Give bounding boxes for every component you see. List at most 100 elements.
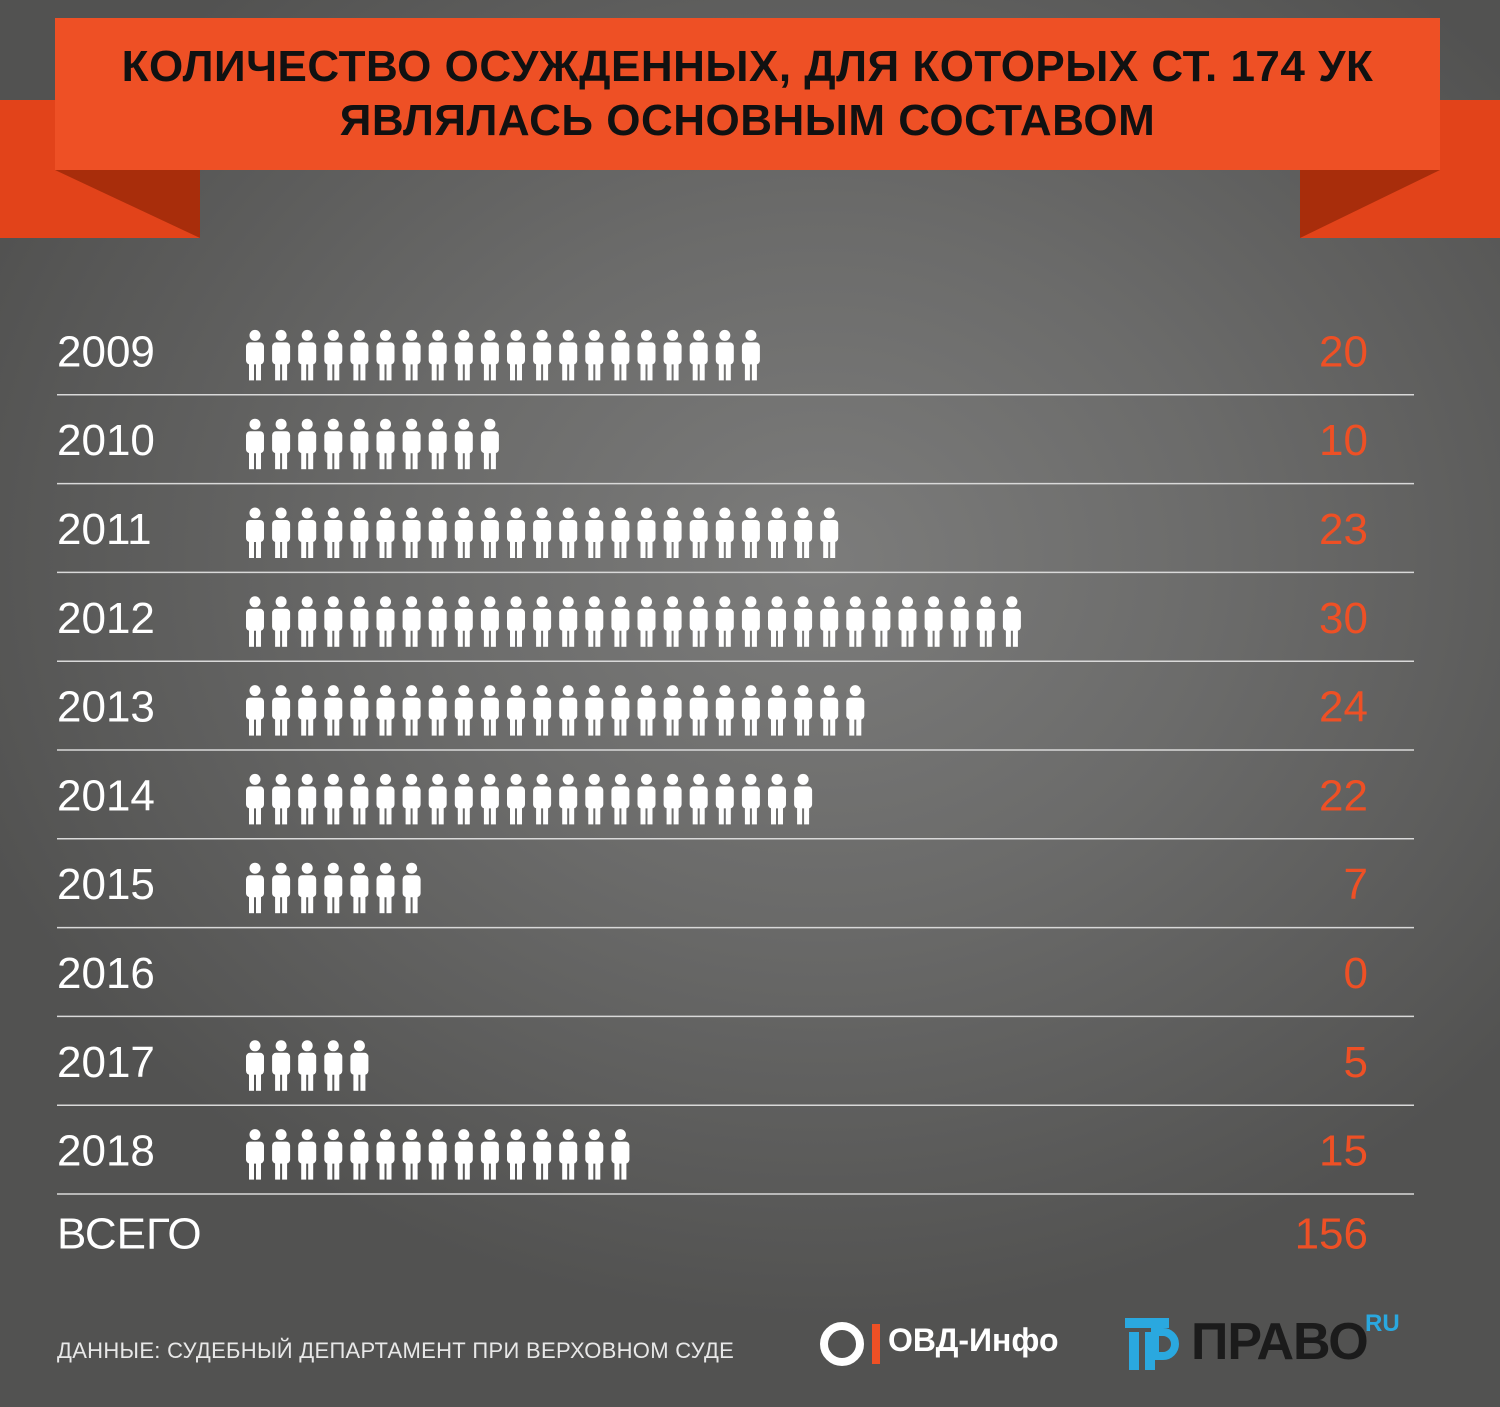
person-icon [246, 685, 264, 736]
person-icon-leg [457, 360, 463, 381]
person-icon-leg [804, 538, 810, 558]
person-icon-head [327, 1040, 339, 1052]
person-icon-leg [771, 715, 776, 736]
person-icon [324, 862, 343, 914]
person-icon-head [719, 507, 731, 519]
person-icon-leg [405, 893, 411, 914]
person-icon-leg [386, 804, 392, 825]
person-icon-body [272, 1052, 291, 1075]
person-icon-head [249, 507, 261, 519]
person-icon-body [298, 1141, 317, 1164]
person-icon-head [588, 773, 600, 785]
person-icon-body [507, 786, 525, 809]
person-icon-head [745, 507, 757, 519]
person-icon-leg [543, 804, 549, 825]
person-icon-leg [647, 360, 653, 381]
person-icon-head [458, 1129, 470, 1141]
person-icon-body [480, 786, 499, 809]
person-icon-leg [536, 1159, 542, 1180]
person-icon [585, 685, 604, 736]
person-icon-leg [510, 360, 515, 381]
title-banner: КОЛИЧЕСТВО ОСУЖДЕННЫХ, ДЛЯ КОТОРЫХ СТ. 1… [0, 0, 1500, 240]
person-icon [272, 329, 291, 381]
person-icon-head [588, 1129, 600, 1141]
person-icon-leg [256, 715, 261, 736]
person-icon-leg [614, 804, 620, 825]
person-icon-body [559, 520, 578, 542]
person-icon-leg [275, 804, 281, 825]
person-icon [507, 507, 525, 558]
person-icon-body [846, 608, 865, 631]
person-icon-body [402, 342, 421, 365]
person-icon [402, 329, 421, 381]
person-icon-head [745, 773, 757, 785]
person-icon-leg [353, 538, 359, 558]
person-icon-body [246, 697, 264, 720]
person-icon-leg [595, 715, 601, 736]
person-icon-leg [640, 538, 646, 558]
person-icon-leg [621, 626, 627, 647]
person-icon-leg [797, 804, 803, 825]
person-icon-body [741, 342, 760, 365]
person-icon-body [611, 342, 630, 365]
person-icon-leg [673, 626, 679, 647]
person-icon-leg [334, 626, 340, 647]
person-icon-head [536, 685, 548, 697]
person-icon [533, 773, 552, 825]
person-icon-leg [438, 626, 444, 647]
person-icon-leg [927, 626, 933, 647]
person-icon [611, 685, 630, 736]
person-icon-head [536, 596, 548, 608]
person-icon-head [380, 862, 391, 874]
person-icon-body [350, 875, 369, 898]
person-icon-leg [412, 804, 418, 825]
person-icon-leg [353, 893, 359, 914]
person-icon-leg [595, 360, 601, 381]
person-icon-head [458, 596, 470, 608]
person-icon [820, 685, 839, 736]
person-icon-body [454, 786, 473, 809]
person-icon-body [454, 520, 473, 542]
person-icon-leg [849, 715, 855, 736]
pravo-ru-logo-mark [1125, 1318, 1179, 1370]
person-icon [611, 1129, 630, 1180]
person-icon-leg [647, 804, 653, 825]
person-icon [246, 596, 264, 647]
chart-title-line-1: КОЛИЧЕСТВО ОСУЖДЕННЫХ, ДЛЯ КОТОРЫХ СТ. 1… [121, 42, 1374, 91]
person-icon-leg [673, 804, 679, 825]
person-icon-leg [405, 449, 411, 470]
person-icon-body [533, 520, 552, 542]
row-year-label: 2013 [57, 683, 155, 732]
person-icon-head [458, 685, 470, 697]
person-icon-leg [536, 626, 542, 647]
person-icon-head [380, 685, 391, 697]
person-icon-head [432, 507, 444, 519]
person-icon-body [637, 786, 656, 809]
person-icon-leg [699, 538, 705, 558]
person-icon-head [327, 685, 339, 697]
person-icon-leg [308, 360, 314, 381]
person-icon-leg [275, 1070, 281, 1091]
person-icon-head [301, 596, 313, 608]
table-row: 2011 23 [57, 505, 1414, 574]
table-row: 2009 20 [57, 327, 1414, 396]
person-icon-body [298, 608, 317, 631]
person-icon-body [533, 786, 552, 809]
person-icon-head [614, 1129, 626, 1141]
person-icon-body [976, 608, 995, 631]
person-icon-leg [308, 1070, 314, 1091]
person-icon-leg [562, 538, 568, 558]
person-icon-head [849, 596, 861, 608]
person-icon-leg [282, 893, 288, 914]
person-icon-body [559, 786, 578, 809]
person-icon-body [298, 1052, 317, 1075]
person-icon-leg [334, 538, 340, 558]
person-icon-leg [412, 1159, 418, 1180]
person-icon-head [484, 418, 496, 430]
person-icon-body [663, 697, 682, 720]
person-icon [376, 507, 395, 558]
person-icon [454, 685, 473, 736]
chart-title-line-2: ЯВЛЯЛАСЬ ОСНОВНЫМ СОСТАВОМ [339, 96, 1156, 145]
person-icon-body [272, 431, 291, 454]
person-icon-leg [457, 449, 463, 470]
